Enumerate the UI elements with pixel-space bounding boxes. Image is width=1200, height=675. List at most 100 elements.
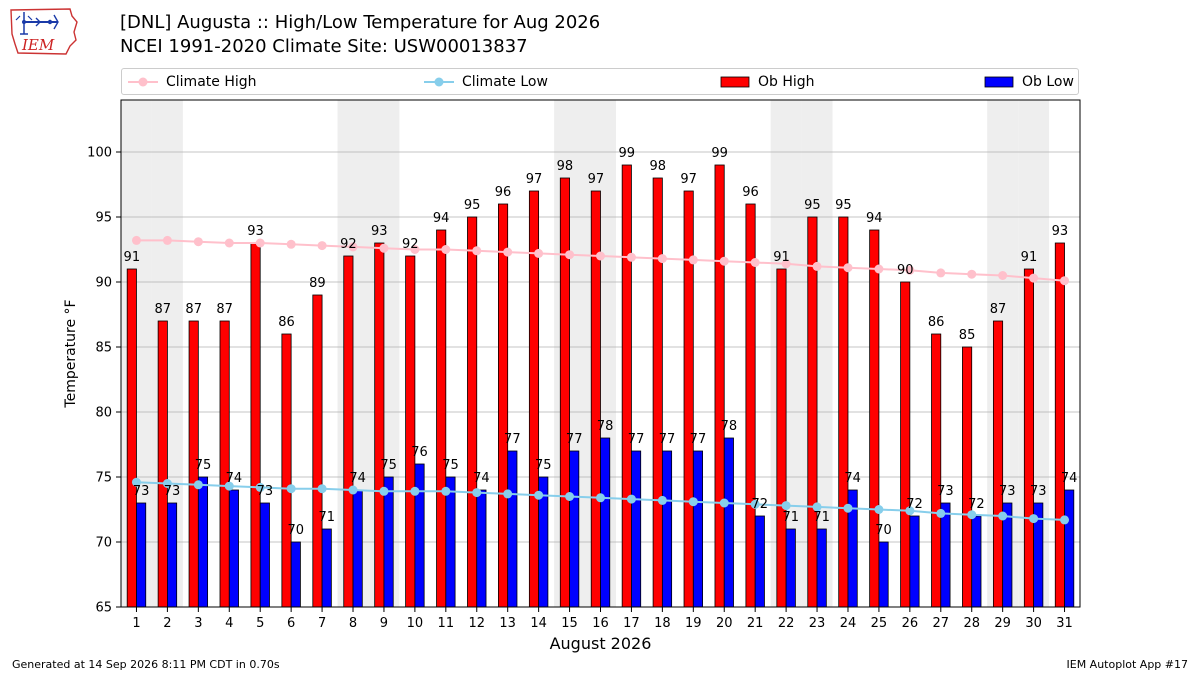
climate-low-point-7 bbox=[317, 484, 327, 494]
climate-low-point-30 bbox=[1029, 514, 1039, 524]
ob-high-bar-19 bbox=[683, 190, 694, 608]
ob-high-label-8: 92 bbox=[340, 237, 357, 252]
ob-high-label-20: 99 bbox=[711, 146, 728, 161]
weather-station-icon bbox=[15, 12, 59, 35]
ob-high-label-27: 86 bbox=[928, 315, 945, 330]
x-tick-label-6: 6 bbox=[287, 616, 295, 631]
ob-low-bar-10 bbox=[414, 463, 425, 608]
y-tick-label-90: 90 bbox=[95, 276, 112, 291]
ob-low-label-25: 70 bbox=[875, 523, 892, 538]
climate-high-point-3 bbox=[193, 237, 203, 247]
ob-low-label-6: 70 bbox=[288, 523, 305, 538]
x-tick-label-8: 8 bbox=[349, 616, 357, 631]
legend-item-ob-high: Ob High bbox=[720, 73, 815, 91]
ob-high-bar-2 bbox=[157, 320, 168, 608]
legend-climate-low-label: Climate Low bbox=[462, 74, 548, 90]
ob-high-label-10: 92 bbox=[402, 237, 419, 252]
ob-high-label-29: 87 bbox=[990, 302, 1007, 317]
ob-low-bar-6 bbox=[290, 541, 301, 608]
y-tick-label-95: 95 bbox=[95, 211, 112, 226]
climate-high-point-17 bbox=[626, 252, 636, 262]
x-tick-label-3: 3 bbox=[194, 616, 202, 631]
ob-high-bar-22 bbox=[776, 268, 787, 608]
climate-high-point-12 bbox=[472, 246, 482, 256]
ob-low-label-26: 72 bbox=[906, 497, 923, 512]
climate-low-point-23 bbox=[812, 502, 822, 512]
ob-low-label-20: 78 bbox=[721, 419, 738, 434]
x-tick-label-7: 7 bbox=[318, 616, 326, 631]
ob-high-label-22: 91 bbox=[773, 250, 790, 265]
climate-high-point-8 bbox=[348, 242, 358, 252]
ob-low-label-9: 75 bbox=[380, 458, 397, 473]
x-tick-label-10: 10 bbox=[407, 616, 424, 631]
climate-high-point-16 bbox=[596, 251, 605, 261]
ob-high-bar-13 bbox=[498, 203, 509, 608]
y-axis-label: Temperature °F bbox=[63, 299, 79, 408]
climate-low-point-12 bbox=[472, 488, 482, 498]
x-tick-label-23: 23 bbox=[809, 616, 826, 631]
climate-high-point-13 bbox=[503, 247, 513, 257]
climate-low-point-6 bbox=[286, 484, 296, 494]
ob-low-label-13: 77 bbox=[504, 432, 521, 447]
y-tick-label-80: 80 bbox=[95, 406, 112, 421]
iem-logo: IEM bbox=[10, 8, 78, 55]
ob-low-label-24: 74 bbox=[844, 471, 861, 486]
ob-high-label-13: 96 bbox=[495, 185, 512, 200]
ob-high-bar-24 bbox=[838, 216, 849, 608]
climate-low-point-4 bbox=[224, 481, 234, 491]
ob-low-bar-22 bbox=[785, 528, 796, 608]
x-tick-label-21: 21 bbox=[747, 616, 764, 631]
ob-high-bar-30 bbox=[1023, 268, 1034, 608]
climate-low-point-9 bbox=[379, 486, 389, 496]
ob-low-label-5: 73 bbox=[257, 484, 274, 499]
x-axis-label: August 2026 bbox=[550, 634, 652, 653]
ob-low-label-31: 74 bbox=[1061, 471, 1078, 486]
climate-lines bbox=[131, 235, 1070, 525]
legend-item-climate-high: Climate High bbox=[128, 73, 257, 91]
climate-high-point-10 bbox=[410, 245, 420, 254]
ob-high-bar-28 bbox=[962, 346, 973, 608]
ob-high-label-21: 96 bbox=[742, 185, 759, 200]
ob-high-bar-29 bbox=[992, 320, 1004, 608]
x-tick-label-31: 31 bbox=[1056, 616, 1073, 631]
climate-high-point-1 bbox=[131, 235, 141, 245]
ob-high-label-17: 99 bbox=[619, 146, 636, 161]
generated-timestamp: Generated at 14 Sep 2026 8:11 PM CDT in … bbox=[12, 658, 280, 671]
legend-climate-high-label: Climate High bbox=[166, 74, 257, 90]
x-tick-label-11: 11 bbox=[438, 616, 455, 631]
ob-high-bar-4 bbox=[219, 320, 230, 608]
ob-high-label-15: 98 bbox=[557, 159, 574, 174]
climate-high-point-4 bbox=[224, 238, 234, 248]
ob-low-label-10: 76 bbox=[411, 445, 428, 460]
ob-low-bar-26 bbox=[909, 515, 920, 608]
climate-high-point-24 bbox=[843, 263, 853, 273]
climate-low-point-15 bbox=[565, 492, 575, 501]
legend-ob-low-swatch bbox=[984, 76, 1014, 88]
x-tick-label-15: 15 bbox=[561, 616, 578, 631]
x-tick-label-1: 1 bbox=[132, 616, 140, 631]
climate-low-point-27 bbox=[936, 508, 946, 518]
climate-high-point-29 bbox=[998, 271, 1008, 280]
legend-item-climate-low: Climate Low bbox=[424, 73, 548, 91]
climate-high-point-28 bbox=[967, 269, 977, 279]
legend-climate-low-marker bbox=[424, 77, 454, 87]
climate-low-point-25 bbox=[874, 505, 884, 514]
ob-low-label-28: 72 bbox=[968, 497, 985, 512]
climate-low-point-18 bbox=[657, 495, 667, 505]
ob-low-label-11: 75 bbox=[442, 458, 459, 473]
x-tick-label-19: 19 bbox=[685, 616, 702, 631]
x-tick-label-26: 26 bbox=[902, 616, 919, 631]
ob-high-label-11: 94 bbox=[433, 211, 450, 226]
ob-high-label-30: 91 bbox=[1021, 250, 1038, 265]
climate-low-point-10 bbox=[410, 486, 420, 496]
ob-low-bar-7 bbox=[321, 528, 332, 608]
ob-low-bar-18 bbox=[661, 450, 673, 608]
ob-low-label-3: 75 bbox=[195, 458, 212, 473]
ob-low-label-2: 73 bbox=[164, 484, 181, 499]
ob-high-label-16: 97 bbox=[588, 172, 605, 187]
ob-high-bar-5 bbox=[250, 242, 261, 608]
data-labels: 91 73 87 73 87 75 87 74 93 73 86 70 89 71 92 74 93 75 92 76… bbox=[124, 146, 1078, 538]
ob-low-bar-15 bbox=[569, 450, 580, 608]
x-tick-label-20: 20 bbox=[716, 616, 733, 631]
